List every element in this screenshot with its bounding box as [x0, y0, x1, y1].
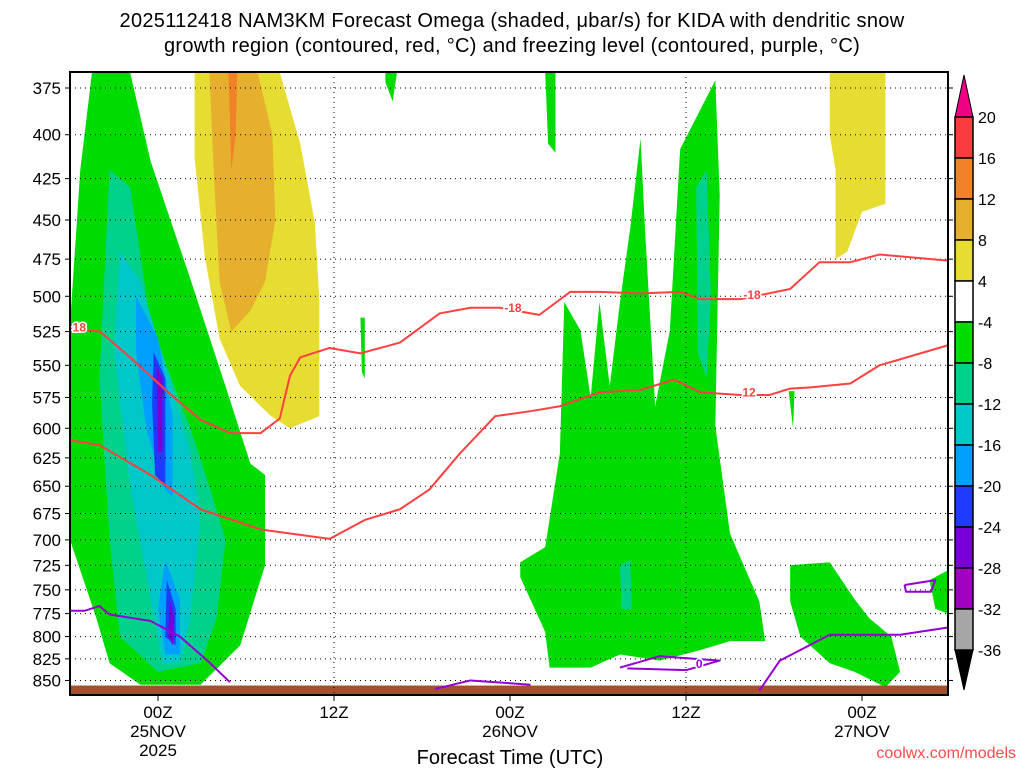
- colorbar-bin: [954, 485, 974, 528]
- y-tick-label: 800: [33, 628, 61, 647]
- y-tick-label: 650: [33, 477, 61, 496]
- omega-region-21: [228, 72, 238, 171]
- omega-region-6: [360, 317, 365, 379]
- y-tick-label: 575: [33, 388, 61, 407]
- contours: -18 -18 -18 12 0: [67, 253, 949, 692]
- colorbar-label: -12: [978, 397, 1001, 414]
- y-tick-label: 400: [33, 126, 61, 145]
- y-tick-label: 600: [33, 419, 61, 438]
- colorbar-label: -32: [978, 602, 1001, 619]
- y-tick-label: 675: [33, 505, 61, 524]
- colorbar-label: -28: [978, 561, 1001, 578]
- colorbar-under-triangle: [954, 649, 974, 691]
- title-line-1: 2025112418 NAM3KM Forecast Omega (shaded…: [120, 10, 905, 32]
- dgz-minus12-line: [69, 344, 949, 540]
- x-axis-title: Forecast Time (UTC): [417, 747, 604, 768]
- y-tick-label: 525: [33, 323, 61, 342]
- y-tick-label: 750: [33, 581, 61, 600]
- colorbar-bin: [954, 403, 974, 446]
- omega-region-3: [929, 570, 948, 614]
- colorbar-label: -20: [978, 479, 1001, 496]
- colorbar-bin: [954, 280, 974, 323]
- y-tick-label: 500: [33, 287, 61, 306]
- x-tick-label: 2025: [139, 741, 177, 760]
- omega-region-5: [545, 72, 556, 153]
- freezing-level-a-line: [70, 605, 231, 683]
- dgz-minus18-line: [69, 253, 949, 435]
- omega-region-10: [620, 560, 632, 609]
- colorbar-bin: [954, 157, 974, 200]
- x-tick-label: 00Z: [847, 703, 876, 722]
- colorbar-label: -16: [978, 438, 1001, 455]
- colorbar-bin: [954, 608, 974, 651]
- omega-region-17: [168, 599, 175, 646]
- omega-region-9: [696, 170, 711, 379]
- colorbar-label: 16: [978, 151, 996, 168]
- colorbar-label: -24: [978, 520, 1001, 537]
- y-tick-label: 375: [33, 79, 61, 98]
- colorbar-bin: [954, 198, 974, 241]
- freezing-level-c-line: [619, 655, 721, 672]
- colorbar-bin: [954, 239, 974, 282]
- y-tick-label: 425: [33, 170, 61, 189]
- colorbar-label: -4: [978, 315, 992, 332]
- freezing-level-e-line: [903, 579, 937, 593]
- plot-frame: [69, 71, 949, 696]
- x-tick-label: 25NOV: [130, 722, 186, 741]
- colorbar-label: 8: [978, 233, 987, 250]
- colorbar-bin: [954, 567, 974, 610]
- colorbar-label: 12: [978, 192, 996, 209]
- colorbar-label: -36: [978, 643, 1001, 660]
- watermark: coolwx.com/models: [876, 745, 1016, 762]
- y-tick-label: 625: [33, 449, 61, 468]
- y-tick-label: 700: [33, 531, 61, 550]
- y-tick-label: 475: [33, 250, 61, 269]
- x-tick-label: 27NOV: [834, 722, 890, 741]
- omega-region-7: [788, 391, 795, 429]
- y-tick-label: 550: [33, 356, 61, 375]
- omega-region-4: [385, 72, 398, 102]
- x-tick-label: 00Z: [495, 703, 524, 722]
- x-tick-label: 12Z: [319, 703, 348, 722]
- colorbar-over-triangle: [954, 74, 974, 118]
- colorbar-label: 4: [978, 274, 987, 291]
- colorbar-bin: [954, 444, 974, 487]
- y-tick-label: 775: [33, 605, 61, 624]
- chart-title: 2025112418 NAM3KM Forecast Omega (shaded…: [120, 10, 905, 57]
- colorbar-bin: [954, 321, 974, 364]
- contour-label: 12: [742, 385, 756, 399]
- y-tick-label: 825: [33, 650, 61, 669]
- colorbar-bin: [954, 116, 974, 159]
- omega-region-2: [790, 562, 901, 688]
- colorbar-bin: [954, 362, 974, 405]
- x-tick-label: 12Z: [671, 703, 700, 722]
- omega-region-20: [209, 72, 276, 332]
- freezing-level-b-line: [434, 679, 531, 690]
- omega-shading: [70, 72, 948, 688]
- colorbar-bin: [954, 526, 974, 569]
- omega-region-19: [829, 72, 886, 260]
- colorbar-label: -8: [978, 356, 992, 373]
- contour-label: -18: [504, 301, 522, 315]
- y-tick-label: 725: [33, 556, 61, 575]
- x-tick-label: 00Z: [143, 703, 172, 722]
- terrain: [70, 685, 948, 695]
- title-line-2: growth region (contoured, red, °C) and f…: [164, 35, 860, 57]
- colorbar: 20 16 12 8 4 -4 -8 -12 -16 -20 -24 -28 -32 -36: [954, 74, 1001, 691]
- colorbar-label: 20: [978, 110, 996, 127]
- contour-label: -18: [743, 288, 761, 302]
- omega-region-1: [520, 80, 766, 668]
- y-axis: 375 400 425 450 475 500 525 550 575 600 625 650 675 7…: [33, 79, 953, 690]
- y-tick-label: 850: [33, 671, 61, 690]
- contour-label: 0: [696, 657, 703, 671]
- contour-label: -18: [69, 320, 87, 334]
- omega-region-16: [156, 365, 163, 453]
- terrain-fill: [70, 685, 948, 695]
- freezing-level-d-line: [758, 626, 949, 692]
- y-tick-label: 450: [33, 211, 61, 230]
- x-tick-label: 26NOV: [482, 722, 538, 741]
